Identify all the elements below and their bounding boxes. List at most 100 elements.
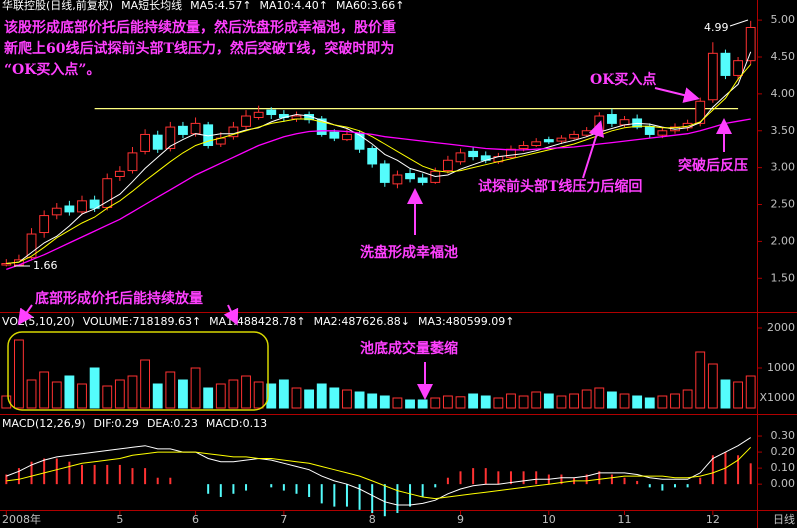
volume-bar bbox=[430, 397, 441, 409]
x-tick-label: 10 bbox=[542, 513, 556, 526]
volume-bar bbox=[203, 387, 214, 409]
candle-body bbox=[720, 52, 731, 76]
annotation: 底部形成价托后能持续放量 bbox=[35, 290, 203, 307]
volume-bar bbox=[127, 375, 138, 409]
volume-bar bbox=[291, 387, 302, 409]
candle-body bbox=[342, 133, 352, 141]
volume-bar bbox=[190, 367, 201, 409]
y-tick-label: 3.00 bbox=[771, 161, 796, 174]
x-tick-label: 11 bbox=[618, 513, 632, 526]
candle-body bbox=[228, 126, 239, 138]
volume-bar bbox=[329, 387, 340, 409]
candle-body bbox=[379, 163, 390, 183]
legend-label: MA1:488428.78↑ bbox=[209, 315, 305, 328]
legend-label: DIF:0.29 bbox=[94, 417, 139, 430]
y-tick-label: 0.10 bbox=[771, 461, 796, 474]
highlight-box bbox=[7, 331, 269, 411]
volume-bar bbox=[632, 395, 643, 409]
candle-body bbox=[64, 205, 75, 213]
volume-bar bbox=[379, 395, 390, 409]
volume-bar bbox=[64, 375, 75, 409]
volume-bar bbox=[354, 391, 365, 409]
candle-body bbox=[569, 133, 579, 139]
x-tick-label: 12 bbox=[706, 513, 720, 526]
y-tick-label: 2.50 bbox=[771, 198, 796, 211]
candle-body bbox=[51, 207, 62, 216]
volume-bar bbox=[468, 393, 479, 409]
y-tick-label: 0.30 bbox=[771, 429, 796, 442]
y-tick-label: 0.00 bbox=[771, 477, 796, 490]
candle-body bbox=[26, 233, 37, 259]
candle-body bbox=[127, 152, 138, 172]
legend-label: MA60:3.66↑ bbox=[336, 0, 404, 12]
candle-body bbox=[39, 215, 50, 234]
volume-bar bbox=[215, 383, 226, 409]
candle-body bbox=[140, 133, 151, 152]
y-tick-label: 4.50 bbox=[771, 50, 796, 63]
volume-bar bbox=[442, 395, 453, 409]
candle-body bbox=[114, 170, 125, 177]
pointer bbox=[729, 19, 749, 27]
y-tick-label: 2.00 bbox=[771, 234, 796, 247]
series-line bbox=[6, 64, 752, 264]
volume-bar bbox=[518, 395, 529, 409]
volume-bar bbox=[102, 385, 113, 409]
volume-bar bbox=[152, 383, 163, 409]
candle-body bbox=[190, 122, 201, 135]
candle-body bbox=[518, 145, 529, 149]
volume-bar bbox=[89, 367, 100, 409]
volume-bar bbox=[531, 391, 542, 409]
candle-body bbox=[253, 111, 264, 118]
x-tick-label: 5 bbox=[116, 513, 123, 526]
y-tick-label: 0.20 bbox=[771, 445, 796, 458]
legend-label: MACD(12,26,9) bbox=[2, 417, 86, 430]
series-line bbox=[6, 51, 752, 264]
annotation: 池底成交量萎缩 bbox=[360, 340, 458, 357]
candle-body bbox=[468, 150, 479, 158]
high-label: 4.99 bbox=[704, 21, 729, 34]
candle-body bbox=[644, 125, 655, 135]
candle-body bbox=[695, 100, 706, 124]
candle-body bbox=[152, 134, 163, 150]
volume-bar bbox=[556, 395, 567, 409]
y-tick-label: 1.50 bbox=[771, 271, 796, 284]
volume-bar bbox=[657, 395, 668, 409]
legend-label: MA短长均线 bbox=[121, 0, 182, 12]
volume-bar bbox=[165, 371, 176, 409]
volume-bar bbox=[114, 379, 125, 409]
candle-body bbox=[241, 115, 251, 127]
volume-bar bbox=[606, 391, 617, 409]
candle-body bbox=[405, 173, 415, 180]
candle-body bbox=[1, 263, 12, 266]
candle-body bbox=[745, 26, 756, 62]
candle-body bbox=[442, 159, 453, 172]
volume-bar bbox=[745, 375, 756, 409]
period-label: 日线 bbox=[773, 512, 795, 526]
candle-body bbox=[165, 126, 176, 149]
volume-bar bbox=[51, 381, 62, 409]
legend-label: MA5:4.57↑ bbox=[190, 0, 251, 12]
candle-body bbox=[657, 130, 668, 136]
candle-body bbox=[543, 139, 554, 143]
annotation: “OK买入点”。 bbox=[4, 61, 100, 78]
volume-bar bbox=[228, 379, 239, 409]
volume-bar bbox=[670, 393, 680, 409]
volume-bar bbox=[241, 375, 251, 409]
volume-bar bbox=[493, 397, 504, 409]
candle-body bbox=[102, 178, 113, 208]
y-tick-label: 1000 bbox=[767, 361, 795, 374]
x-tick-label: 2008年 bbox=[2, 512, 41, 526]
y-tick-label: 2000 bbox=[767, 321, 795, 334]
volume-bar bbox=[26, 379, 37, 409]
volume-bar bbox=[581, 389, 592, 409]
legend-label: MA2:487626.88↓ bbox=[314, 315, 410, 328]
volume-bar bbox=[342, 389, 352, 409]
volume-bar bbox=[1, 395, 12, 409]
series-line bbox=[6, 437, 751, 506]
volume-bar bbox=[480, 395, 491, 409]
x-tick-label: 9 bbox=[457, 513, 464, 526]
volume-bar bbox=[77, 383, 87, 409]
volume-bar bbox=[253, 381, 264, 409]
